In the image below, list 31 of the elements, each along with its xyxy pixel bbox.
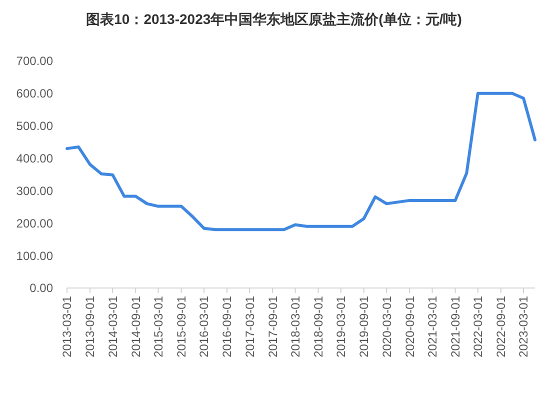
y-tick-label: 100.00 [16,248,54,263]
x-tick-label: 2013-03-01 [60,296,74,358]
y-tick-label: 700.00 [16,54,54,68]
x-tick-label: 2017-09-01 [266,296,280,358]
line-series [66,92,536,232]
y-tick-label: 200.00 [16,216,54,230]
x-tick-label: 2014-03-01 [106,296,120,358]
x-tick-label: 2023-03-01 [516,296,531,358]
x-tick-label: 2019-09-01 [357,296,372,358]
y-tick-label: 600.00 [16,86,54,101]
x-tick-label: 2016-09-01 [220,296,234,358]
x-tick-label: 2020-09-01 [402,296,417,358]
x-tick-label: 2018-03-01 [288,296,302,358]
x-tick-label: 2014-09-01 [128,296,143,358]
x-tick-label: 2015-09-01 [174,296,188,358]
y-tick-label: 300.00 [16,184,54,198]
y-tick-label: 400.00 [16,151,54,166]
y-tick-label: 0.00 [30,281,54,296]
x-tick-label: 2015-03-01 [151,296,166,358]
x-tick-label: 2017-03-01 [242,296,257,358]
x-tick-label: 2018-09-01 [311,296,326,358]
x-tick-label: 2019-03-01 [334,296,348,358]
y-tick-label: 500.00 [16,119,54,134]
x-tick-label: 2016-03-01 [197,296,212,358]
x-tick-label: 2020-03-01 [380,296,394,358]
chart-title: 图表10：2013-2023年中国华东地区原盐主流价(单位：元/吨) [86,11,462,27]
x-tick-label: 2021-09-01 [448,296,462,358]
x-tick-label: 2013-09-01 [83,296,98,358]
x-tick-label: 2021-03-01 [425,296,440,358]
x-tick-label: 2022-03-01 [471,296,486,358]
x-tick-label: 2022-09-01 [494,296,508,358]
